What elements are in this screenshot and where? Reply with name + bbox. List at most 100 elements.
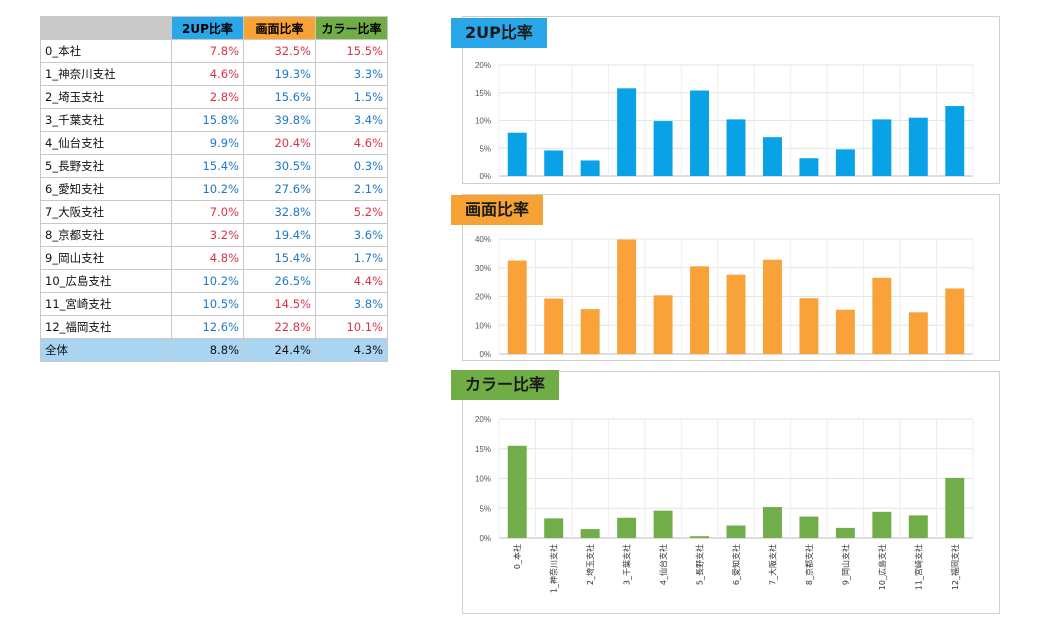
bar-11 — [908, 117, 928, 176]
x-category-label: 12_福岡支社 — [950, 544, 960, 590]
bar-12 — [945, 288, 965, 354]
ratio-color-cell: 2.1% — [315, 177, 388, 201]
ratio-2up-cell: 4.8% — [171, 246, 244, 270]
total-name-cell: 全体 — [40, 338, 172, 362]
chart-color-svg: 0% 5% 10% 15% 20% 0_本社 1_神奈川支社 2_埼玉支社 3_千葉支社 4_仙台… — [475, 415, 974, 593]
ratio-color-cell: 15.5% — [315, 39, 388, 63]
ratio-color-cell: 3.8% — [315, 292, 388, 316]
y-tick-label: 20% — [475, 61, 491, 70]
branch-name-cell: 5_長野支社 — [40, 154, 172, 178]
y-tick-label: 0% — [479, 172, 491, 181]
bar-4 — [653, 510, 673, 538]
bar-0 — [507, 132, 527, 176]
bar-2 — [580, 160, 600, 176]
bar-3 — [617, 239, 637, 354]
chart-title-2up: 2UP比率 — [451, 18, 547, 48]
ratio-2up-cell: 9.9% — [171, 131, 244, 155]
x-category-label: 5_長野支社 — [695, 544, 705, 585]
bar-7 — [762, 259, 782, 354]
bar-9 — [835, 309, 855, 354]
chart-title-color: カラー比率 — [451, 370, 560, 400]
bar-6 — [726, 525, 746, 538]
bar-10 — [872, 119, 892, 176]
branch-name-cell: 10_広島支社 — [40, 269, 172, 293]
branch-name-cell: 1_神奈川支社 — [40, 62, 172, 86]
x-category-label: 2_埼玉支社 — [585, 544, 595, 585]
x-category-label: 9_岡山支社 — [840, 544, 850, 585]
bar-5 — [690, 536, 710, 538]
ratio-screen-cell: 32.5% — [243, 39, 316, 63]
ratio-2up-cell: 15.8% — [171, 108, 244, 132]
x-category-label: 11_宮崎支社 — [913, 544, 923, 590]
branch-name-cell: 11_宮崎支社 — [40, 292, 172, 316]
ratio-table: 2UP比率 画面比率 カラー比率 0_本社 7.8% 32.5% 15.5% 1_神奈川… — [40, 16, 388, 362]
bar-1 — [544, 518, 564, 538]
bar-12 — [945, 477, 965, 538]
bar-0 — [507, 445, 527, 538]
ratio-color-cell: 5.2% — [315, 200, 388, 224]
total-color-cell: 4.3% — [315, 338, 388, 362]
ratio-screen-cell: 32.8% — [243, 200, 316, 224]
ratio-2up-cell: 4.6% — [171, 62, 244, 86]
bar-4 — [653, 121, 673, 176]
bar-3 — [617, 517, 637, 538]
table-row: 9_岡山支社 4.8% 15.4% 1.7% — [40, 246, 388, 270]
chart-panel-color: 0% 5% 10% 15% 20% 0_本社 1_神奈川支社 2_埼玉支社 3_千葉支社 4_仙台… — [462, 371, 1000, 614]
chart-2up-svg: 0% 5% 10% 15% 20% — [475, 61, 974, 181]
chart-screen-svg: 0% 10% 20% 30% 40% — [475, 235, 974, 359]
table-body: 0_本社 7.8% 32.5% 15.5% 1_神奈川支社 4.6% 19.3% 3.3% 2_… — [40, 39, 388, 362]
ratio-color-cell: 1.5% — [315, 85, 388, 109]
x-category-label: 7_大阪支社 — [767, 544, 777, 585]
y-tick-label: 5% — [479, 504, 491, 513]
bar-6 — [726, 119, 746, 176]
bar-3 — [617, 88, 637, 176]
ratio-2up-cell: 10.2% — [171, 269, 244, 293]
branch-name-cell: 7_大阪支社 — [40, 200, 172, 224]
table-row: 4_仙台支社 9.9% 20.4% 4.6% — [40, 131, 388, 155]
ratio-screen-cell: 19.4% — [243, 223, 316, 247]
branch-name-cell: 8_京都支社 — [40, 223, 172, 247]
ratio-2up-cell: 10.5% — [171, 292, 244, 316]
table-row: 0_本社 7.8% 32.5% 15.5% — [40, 39, 388, 63]
bar-8 — [799, 158, 819, 176]
ratio-2up-cell: 3.2% — [171, 223, 244, 247]
y-tick-label: 15% — [475, 89, 491, 98]
x-category-label: 8_京都支社 — [804, 544, 814, 585]
column-header-2up: 2UP比率 — [171, 16, 244, 40]
bar-4 — [653, 295, 673, 354]
y-tick-label: 20% — [475, 415, 491, 424]
branch-name-cell: 0_本社 — [40, 39, 172, 63]
table-row: 3_千葉支社 15.8% 39.8% 3.4% — [40, 108, 388, 132]
bar-2 — [580, 529, 600, 538]
y-tick-label: 40% — [475, 235, 491, 244]
y-tick-label: 15% — [475, 445, 491, 454]
ratio-screen-cell: 20.4% — [243, 131, 316, 155]
bar-5 — [690, 90, 710, 176]
bar-6 — [726, 274, 746, 354]
ratio-screen-cell: 19.3% — [243, 62, 316, 86]
bar-12 — [945, 106, 965, 176]
bar-1 — [544, 150, 564, 176]
bar-0 — [507, 260, 527, 354]
ratio-color-cell: 1.7% — [315, 246, 388, 270]
branch-name-cell: 12_福岡支社 — [40, 315, 172, 339]
chart-panel-screen: 0% 10% 20% 30% 40% — [462, 194, 1000, 361]
table-row: 10_広島支社 10.2% 26.5% 4.4% — [40, 269, 388, 293]
bar-2 — [580, 309, 600, 354]
bar-10 — [872, 277, 892, 354]
x-category-label: 10_広島支社 — [877, 544, 887, 590]
chart-title-screen: 画面比率 — [451, 195, 544, 225]
ratio-color-cell: 10.1% — [315, 315, 388, 339]
ratio-color-cell: 3.4% — [315, 108, 388, 132]
x-category-label: 6_愛知支社 — [731, 544, 741, 585]
ratio-screen-cell: 15.4% — [243, 246, 316, 270]
table-row: 8_京都支社 3.2% 19.4% 3.6% — [40, 223, 388, 247]
branch-name-cell: 2_埼玉支社 — [40, 85, 172, 109]
table-row: 6_愛知支社 10.2% 27.6% 2.1% — [40, 177, 388, 201]
y-tick-label: 0% — [479, 350, 491, 359]
bar-10 — [872, 511, 892, 538]
table-row: 5_長野支社 15.4% 30.5% 0.3% — [40, 154, 388, 178]
bar-7 — [762, 507, 782, 538]
bar-1 — [544, 298, 564, 354]
x-category-label: 0_本社 — [512, 544, 522, 569]
